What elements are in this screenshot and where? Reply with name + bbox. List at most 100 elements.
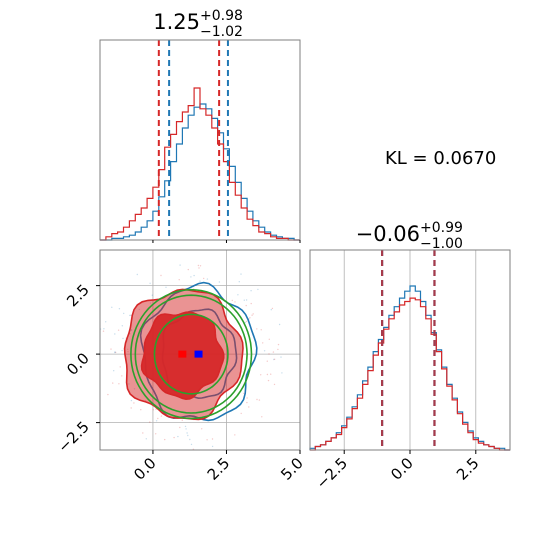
marginal-y-title-plus: +0.99 [420,220,463,236]
joint-y-ticks: −2.5 0.0 2.5 [54,281,100,456]
joint-scatter-point [249,317,251,319]
joint-scatter-point [105,321,107,323]
joint-scatter-point [123,312,125,315]
marginal-y-histogram-series-1 [310,297,510,451]
marginal-x-panel: 1.25 +0.98 −1.02 [99,8,301,243]
joint-scatter-point [152,409,154,411]
joint-scatter-point [155,408,157,410]
joint-scatter-point [266,360,268,362]
kl-divergence-label: KL = 0.0670 [385,148,496,169]
joint-panel: 0.0 2.5 5.0 −2.5 0.0 2.5 [54,249,307,484]
joint-scatter-point [121,375,123,377]
marginal-y-tick-label-2: 2.5 [453,454,483,484]
joint-scatter-point [252,313,254,315]
joint-x-tick-label-1: 2.5 [204,454,234,484]
joint-scatter-point [190,443,193,446]
joint-scatter-point [257,288,259,291]
joint-scatter-point [189,438,191,441]
joint-scatter-point [258,399,261,401]
joint-contour-level-4 [130,288,253,420]
joint-scatter-point [114,351,116,354]
joint-scatter-point [280,356,282,358]
joint-scatter-point [260,374,262,376]
joint-scatter-point [218,281,221,283]
joint-scatter-point [270,373,272,375]
joint-scatter-point [273,383,276,386]
marginal-x-title-plus: +0.98 [200,8,243,24]
marginal-y-x-ticks: −2.5 0.0 2.5 [313,450,483,493]
joint-scatter-point [243,392,245,395]
joint-scatter-point [115,351,117,354]
marginal-x-quantile-lines [157,40,229,240]
joint-scatter-point [184,425,187,428]
marginal-x-frame [99,39,301,241]
marginal-y-tick-label-1: 0.0 [387,454,417,484]
joint-scatter-point [112,382,114,384]
joint-scatter-point [234,434,236,436]
marginal-y-grid [343,250,477,450]
joint-scatter-point [179,426,181,429]
marginal-x-histograms [100,87,300,241]
joint-scatter-point [118,383,120,385]
joint-scatter-point [190,276,192,278]
joint-contour-level-5 [134,294,248,414]
joint-scatter-point [231,299,233,302]
joint-scatter-point [142,432,144,434]
marginal-y-panel: −2.5 0.0 2.5 −0.06 +0.99 −1.00 [309,220,511,493]
joint-scatter-point [199,265,202,267]
joint-scatter-point [186,432,188,434]
joint-scatter-point [160,274,162,277]
joint-scatter-point [277,348,279,351]
joint-scatter-point [240,273,242,275]
joint-scatter-point [201,428,203,430]
joint-scatter-point [164,438,166,441]
joint-scatter-point [248,406,250,408]
joint-center-markers [178,350,203,358]
joint-scatter-point [121,325,124,327]
joint-scatter-point [102,330,105,332]
marginal-y-histograms [309,285,510,451]
joint-scatter-point [130,314,132,316]
joint-scatter-point [203,277,205,280]
marginal-y-title-median: −0.06 [356,222,420,246]
marginal-y-quantile-lines [381,250,436,450]
joint-scatter-point [160,415,163,417]
joint-scatter-point [149,421,151,423]
joint-scatter-point [117,329,120,331]
joint-scatter-point [107,393,109,396]
joint-scatter-point [245,320,248,323]
joint-scatter-point [187,434,189,437]
marginal-y-tick-label-0: −2.5 [313,454,351,492]
marginal-x-title-median: 1.25 [153,10,200,34]
joint-center-marker-red [178,350,187,358]
joint-scatter-point [234,301,236,303]
joint-scatter-point [281,372,283,374]
joint-scatter-point [263,350,266,352]
joint-scatter-point [270,309,272,311]
joint-contour-level-6 [153,313,229,395]
joint-x-tick-label-2: 5.0 [277,454,307,484]
joint-scatter-point [268,338,270,340]
joint-scatter-point [206,439,208,441]
joint-scatter-point [278,323,281,326]
joint-scatter-point [130,407,132,409]
joint-scatter-point [237,294,239,296]
joint-scatter-point [245,304,247,307]
joint-scatter-point [149,282,151,284]
marginal-y-title-minus: −1.00 [420,236,463,252]
joint-scatter-point [179,264,181,266]
joint-y-tick-label-2: 2.5 [63,281,93,311]
joint-scatter-point [238,281,240,283]
marginal-x-ticks [152,240,301,243]
marginal-x-histogram-series-0 [100,103,300,241]
joint-scatter-point [114,333,116,335]
joint-scatter-point [130,399,133,402]
joint-scatter-point [151,294,153,296]
joint-scatter-point [193,274,195,277]
joint-scatter-point [273,358,275,361]
joint-scatter-point [256,328,258,330]
joint-scatter-point [165,286,167,288]
joint-scatter-point [199,280,201,282]
joint-scatter-point [113,370,115,372]
joint-scatter-point [155,420,158,422]
